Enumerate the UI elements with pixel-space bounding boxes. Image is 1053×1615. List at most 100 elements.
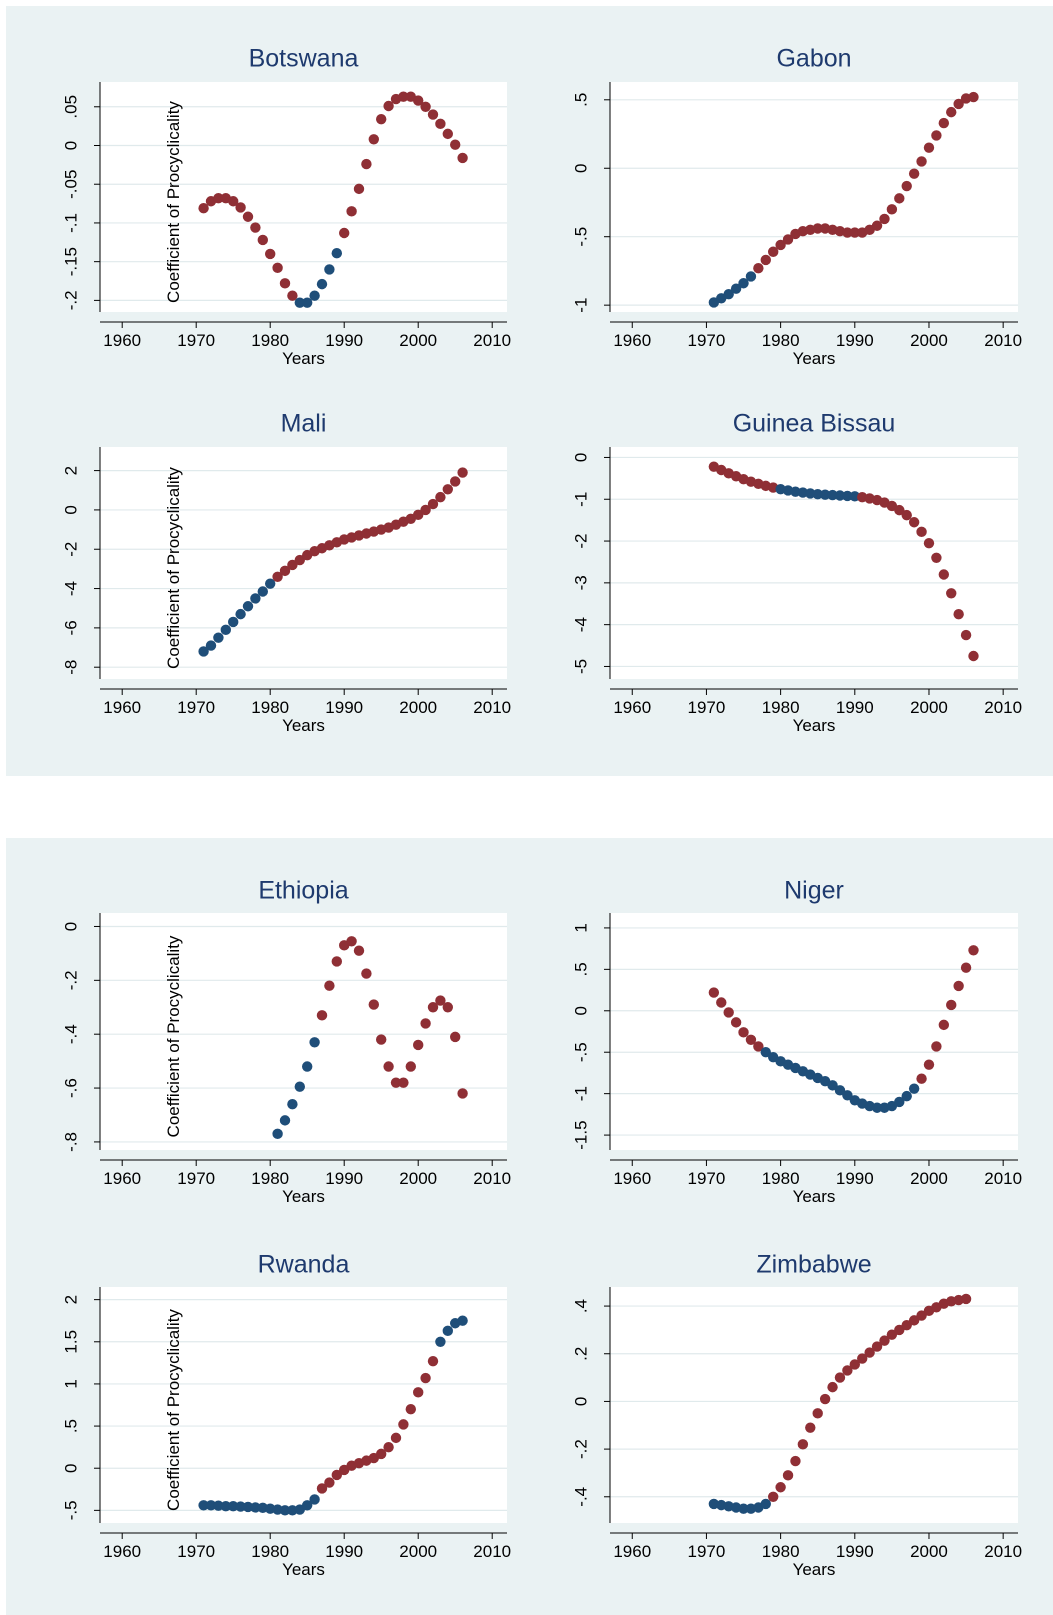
- chart-zimbabwe: -.4 -.2 0 .2 .4 1960 1970 1980 1990 2000 2010 Years…: [571, 1251, 1022, 1579]
- x-tick-label: 1980: [762, 698, 800, 717]
- data-point: [279, 278, 291, 289]
- x-tick-label: 2010: [473, 698, 511, 717]
- data-point: [205, 1500, 217, 1511]
- data-point: [946, 588, 957, 599]
- data-point: [901, 180, 912, 192]
- y-tick-label: 0: [571, 453, 590, 462]
- data-point: [745, 1034, 757, 1045]
- data-point: [302, 297, 313, 308]
- y-tick-label: 0: [61, 1463, 80, 1472]
- data-point: [272, 571, 283, 582]
- data-point: [457, 1088, 468, 1099]
- x-tick-label: 1960: [613, 1169, 651, 1188]
- data-point: [894, 1096, 905, 1108]
- data-point: [819, 489, 831, 500]
- data-point: [376, 113, 387, 125]
- data-point: [294, 297, 305, 308]
- x-tick-label: 1960: [103, 1542, 141, 1561]
- data-point: [953, 98, 964, 110]
- data-point: [775, 1482, 786, 1493]
- data-point: [427, 498, 439, 510]
- x-tick-label: 1990: [325, 698, 363, 717]
- data-point: [324, 980, 335, 991]
- data-point: [916, 1073, 927, 1084]
- data-point: [442, 128, 453, 140]
- y-tick-label: -.5: [61, 1500, 80, 1520]
- data-point: [849, 227, 860, 238]
- data-point: [316, 278, 328, 290]
- x-axis-label: Years: [282, 716, 325, 735]
- data-point: [901, 1090, 912, 1102]
- data-point: [213, 192, 224, 204]
- y-tick-label: -.1: [61, 213, 80, 233]
- data-point: [812, 223, 823, 234]
- data-point: [923, 142, 935, 153]
- data-point: [228, 616, 239, 628]
- data-point: [287, 1099, 298, 1110]
- x-axis-label: Years: [793, 349, 836, 368]
- y-tick-label: 2: [61, 1295, 80, 1304]
- data-point: [353, 945, 365, 956]
- data-point: [309, 1037, 320, 1048]
- y-tick-label: 0: [571, 1397, 590, 1406]
- data-point: [768, 246, 779, 257]
- data-point: [886, 1329, 898, 1340]
- data-point: [368, 134, 379, 145]
- x-tick-label: 2000: [910, 331, 948, 350]
- x-tick-label: 1990: [836, 1169, 874, 1188]
- data-point: [368, 999, 379, 1010]
- y-tick-label: -5: [571, 659, 590, 674]
- y-tick-label: -.4: [61, 1024, 80, 1044]
- data-point: [908, 1315, 920, 1326]
- data-point: [842, 490, 853, 502]
- y-tick-label: .5: [61, 1419, 80, 1433]
- data-point: [420, 1372, 431, 1384]
- data-point: [324, 1477, 335, 1488]
- data-point: [242, 211, 254, 222]
- data-point: [294, 554, 305, 566]
- y-tick-label: 1: [571, 923, 590, 932]
- data-point: [235, 608, 246, 620]
- y-tick-label: .5: [571, 962, 590, 976]
- chart-niger: -1.5 -1 -.5 0 .5 1 1960 1970 1980 1990 2000 2010 Yea…: [571, 877, 1022, 1206]
- data-point: [250, 593, 261, 604]
- data-point: [908, 1083, 920, 1094]
- data-point: [398, 91, 409, 102]
- y-tick-label: 0: [571, 164, 590, 173]
- x-axis-label: Years: [282, 1187, 325, 1206]
- data-point: [931, 130, 942, 141]
- data-point: [198, 203, 209, 214]
- data-point: [879, 213, 890, 225]
- y-tick-label: -1: [571, 298, 590, 313]
- plot-area: [610, 447, 1018, 679]
- x-tick-label: 1970: [177, 331, 215, 350]
- data-point: [812, 489, 823, 500]
- x-tick-label: 2000: [399, 1169, 437, 1188]
- data-point: [220, 624, 231, 636]
- data-point: [842, 1090, 853, 1101]
- data-point: [413, 1039, 424, 1051]
- data-point: [250, 1502, 261, 1513]
- y-tick-label: .4: [571, 1299, 590, 1313]
- data-point: [730, 283, 742, 294]
- data-point: [242, 601, 254, 612]
- x-tick-label: 1970: [177, 698, 215, 717]
- data-point: [864, 1347, 875, 1358]
- data-point: [294, 1081, 305, 1092]
- data-point: [923, 537, 935, 549]
- x-tick-label: 1970: [177, 1169, 215, 1188]
- x-tick-label: 2000: [910, 698, 948, 717]
- data-point: [968, 91, 979, 103]
- x-tick-label: 1960: [613, 1542, 651, 1561]
- data-point: [279, 1505, 291, 1516]
- data-point: [450, 139, 461, 150]
- data-point: [938, 569, 950, 580]
- data-point: [842, 227, 853, 238]
- x-tick-label: 1980: [251, 331, 289, 350]
- data-point: [331, 247, 342, 259]
- data-point: [383, 1061, 394, 1072]
- data-point: [213, 632, 224, 643]
- data-point: [450, 1031, 461, 1043]
- data-point: [738, 278, 749, 289]
- y-tick-label: 0: [571, 1006, 590, 1015]
